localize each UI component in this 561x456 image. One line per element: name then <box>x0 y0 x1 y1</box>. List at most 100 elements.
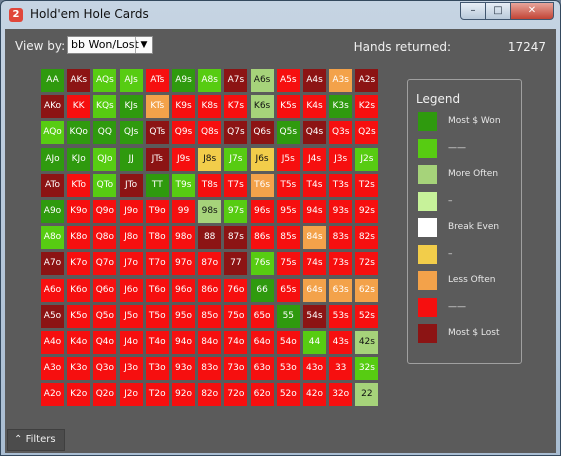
hand-cell[interactable]: Q6o <box>93 278 117 302</box>
hand-cell[interactable]: A8o <box>41 226 64 250</box>
hand-cell[interactable]: 97o <box>172 252 195 276</box>
hand-cell[interactable]: A4o <box>41 331 64 354</box>
hand-cell[interactable]: 64s <box>303 278 326 302</box>
hand-cell[interactable]: 98o <box>172 226 195 250</box>
hand-cell[interactable]: 42o <box>303 383 326 407</box>
hand-cell[interactable]: AKo <box>41 95 64 119</box>
hand-cell[interactable]: 53o <box>276 357 300 381</box>
hand-cell[interactable]: K2s <box>355 95 379 119</box>
hand-cell[interactable]: JJ <box>119 147 143 171</box>
hand-cell[interactable]: 82o <box>198 383 222 407</box>
hand-cell[interactable]: T8o <box>145 226 169 250</box>
hand-cell[interactable]: J4o <box>119 331 143 354</box>
hand-cell[interactable]: J5s <box>276 147 300 171</box>
hand-cell[interactable]: 98s <box>198 200 222 223</box>
hand-cell[interactable]: 55 <box>276 304 300 328</box>
hand-cell[interactable]: K6o <box>67 278 91 302</box>
hand-cell[interactable]: J4s <box>303 147 326 171</box>
hand-cell[interactable]: 32s <box>355 357 379 381</box>
hand-cell[interactable]: AQs <box>93 69 117 92</box>
hand-cell[interactable]: Q7s <box>224 121 248 145</box>
hand-cell[interactable]: 88 <box>198 226 222 250</box>
hand-cell[interactable]: 63o <box>250 357 274 381</box>
hand-cell[interactable]: 96s <box>250 200 274 223</box>
hand-cell[interactable]: Q7o <box>93 252 117 276</box>
hand-cell[interactable]: 83s <box>329 226 353 250</box>
hand-cell[interactable]: T3s <box>329 173 353 197</box>
hand-cell[interactable]: A9o <box>41 200 64 223</box>
hand-cell[interactable]: 32o <box>329 383 353 407</box>
hand-cell[interactable]: 85o <box>198 304 222 328</box>
hand-cell[interactable]: 63s <box>329 278 353 302</box>
hand-cell[interactable]: 54o <box>276 331 300 354</box>
hand-cell[interactable]: K8s <box>198 95 222 119</box>
hand-cell[interactable]: 95s <box>276 200 300 223</box>
hand-cell[interactable]: K3o <box>67 357 91 381</box>
hand-cell[interactable]: T4s <box>303 173 326 197</box>
hand-cell[interactable]: 53s <box>329 304 353 328</box>
hand-cell[interactable]: T5s <box>276 173 300 197</box>
hand-cell[interactable]: T8s <box>198 173 222 197</box>
hand-cell[interactable]: A3o <box>41 357 64 381</box>
hand-cell[interactable]: T2s <box>355 173 379 197</box>
hand-cell[interactable]: JTs <box>145 147 169 171</box>
hand-cell[interactable]: 74s <box>303 252 326 276</box>
hand-cell[interactable]: 72o <box>224 383 248 407</box>
hand-cell[interactable]: AJo <box>41 147 64 171</box>
hand-cell[interactable]: T7o <box>145 252 169 276</box>
hand-cell[interactable]: 54s <box>303 304 326 328</box>
hand-cell[interactable]: K4s <box>303 95 326 119</box>
hand-cell[interactable]: T5o <box>145 304 169 328</box>
hand-cell[interactable]: Q8s <box>198 121 222 145</box>
hand-cell[interactable]: K7o <box>67 252 91 276</box>
hand-cell[interactable]: J6o <box>119 278 143 302</box>
title-bar[interactable]: 2 Hold'em Hole Cards – □ ✕ <box>1 1 560 29</box>
hand-cell[interactable]: K9s <box>172 95 195 119</box>
hand-cell[interactable]: JTo <box>119 173 143 197</box>
hand-cell[interactable]: A8s <box>198 69 222 92</box>
hand-cell[interactable]: T4o <box>145 331 169 354</box>
hand-cell[interactable]: A5s <box>276 69 300 92</box>
hand-cell[interactable]: 87o <box>198 252 222 276</box>
hand-cell[interactable]: 74o <box>224 331 248 354</box>
hand-cell[interactable]: 64o <box>250 331 274 354</box>
hand-cell[interactable]: Q6s <box>250 121 274 145</box>
hand-cell[interactable]: 73s <box>329 252 353 276</box>
hand-cell[interactable]: A2s <box>355 69 379 92</box>
hand-cell[interactable]: 76s <box>250 252 274 276</box>
hand-cell[interactable]: 84s <box>303 226 326 250</box>
hand-cell[interactable]: J6s <box>250 147 274 171</box>
hand-cell[interactable]: A3s <box>329 69 353 92</box>
hand-cell[interactable]: 52s <box>355 304 379 328</box>
hand-cell[interactable]: A2o <box>41 383 64 407</box>
hand-cell[interactable]: A4s <box>303 69 326 92</box>
hand-cell[interactable]: KJs <box>119 95 143 119</box>
hand-cell[interactable]: Q4s <box>303 121 326 145</box>
hand-cell[interactable]: 83o <box>198 357 222 381</box>
hand-cell[interactable]: 92s <box>355 200 379 223</box>
hand-cell[interactable]: K7s <box>224 95 248 119</box>
hand-cell[interactable]: TT <box>145 173 169 197</box>
minimize-button[interactable]: – <box>460 2 486 20</box>
filters-toggle[interactable]: ⌃ Filters <box>7 429 65 451</box>
hand-cell[interactable]: 94o <box>172 331 195 354</box>
hand-cell[interactable]: 52o <box>276 383 300 407</box>
hand-cell[interactable]: 66 <box>250 278 274 302</box>
hand-cell[interactable]: ATs <box>145 69 169 92</box>
hand-cell[interactable]: QJs <box>119 121 143 145</box>
hand-cell[interactable]: QQ <box>93 121 117 145</box>
hand-cell[interactable]: J9s <box>172 147 195 171</box>
hand-cell[interactable]: T9s <box>172 173 195 197</box>
hand-cell[interactable]: 84o <box>198 331 222 354</box>
hand-cell[interactable]: J2o <box>119 383 143 407</box>
hand-cell[interactable]: J8o <box>119 226 143 250</box>
hand-cell[interactable]: 92o <box>172 383 195 407</box>
hand-cell[interactable]: 33 <box>329 357 353 381</box>
hand-cell[interactable]: T3o <box>145 357 169 381</box>
hand-cell[interactable]: J5o <box>119 304 143 328</box>
hand-cell[interactable]: 62s <box>355 278 379 302</box>
hand-cell[interactable]: A6s <box>250 69 274 92</box>
hand-cell[interactable]: T9o <box>145 200 169 223</box>
hand-cell[interactable]: Q5s <box>276 121 300 145</box>
hand-cell[interactable]: T6o <box>145 278 169 302</box>
